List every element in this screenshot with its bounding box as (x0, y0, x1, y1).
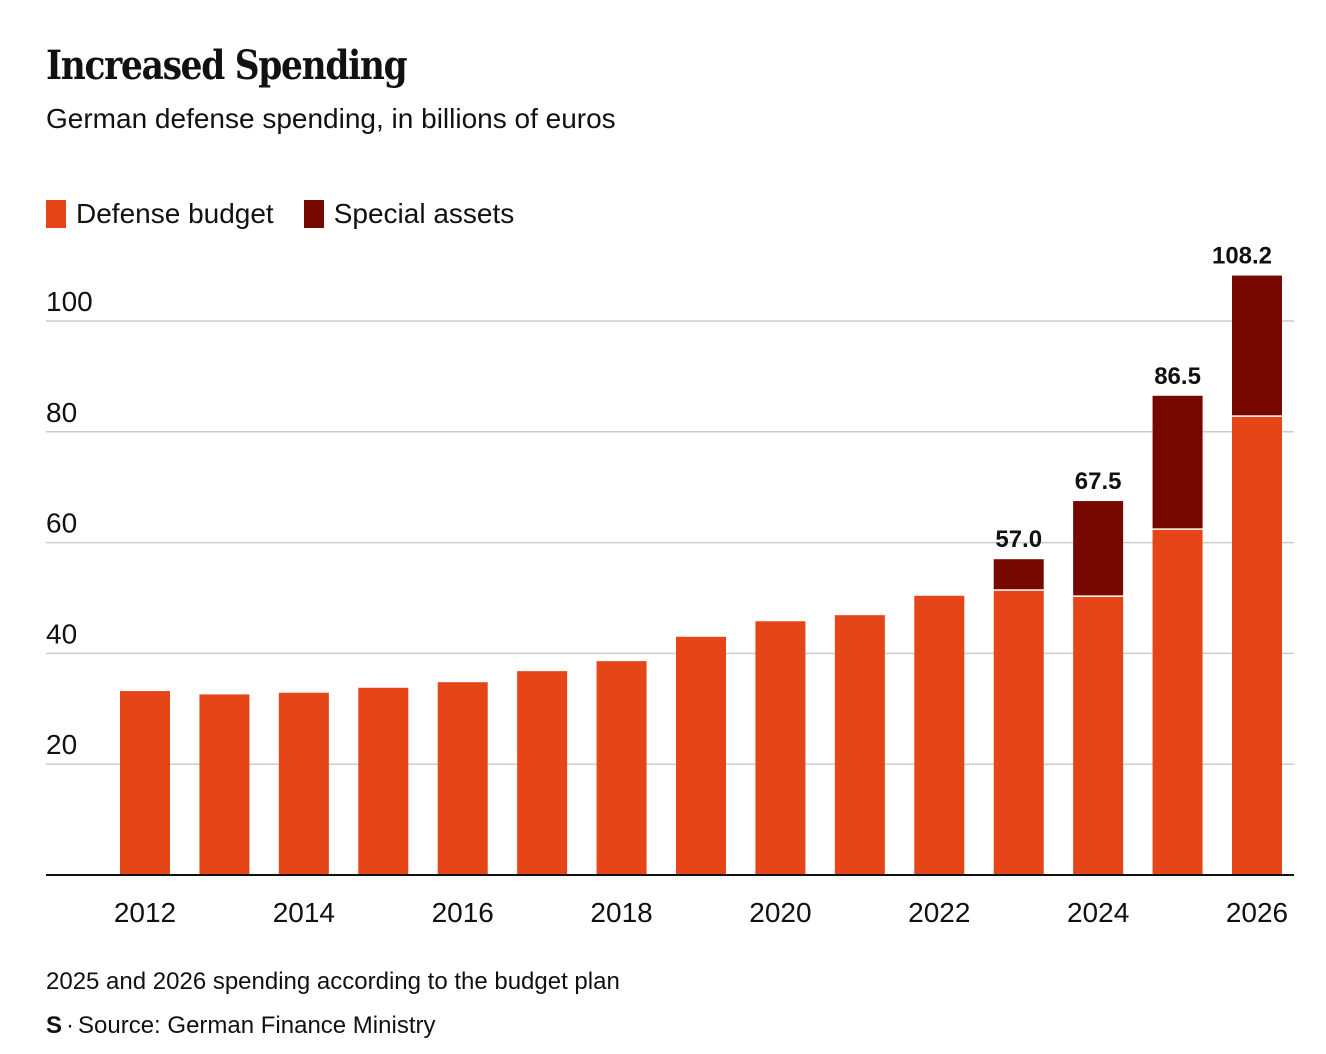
chart-subtitle: German defense spending, in billions of … (46, 103, 616, 134)
bar-defense-2014 (278, 692, 329, 875)
y-tick-label: 40 (46, 618, 77, 649)
x-tick-label: 2020 (749, 897, 811, 928)
legend-swatch-special (303, 200, 324, 228)
bar-defense-2019 (676, 636, 726, 875)
bar-defense-2025 (1152, 529, 1203, 875)
legend-label-defense: Defense budget (76, 198, 274, 229)
bar-special-2025 (1152, 395, 1203, 529)
legend-label-special: Special assets (333, 198, 515, 229)
bar-defense-2020 (755, 621, 806, 875)
x-tick-label: 2014 (273, 897, 335, 928)
source-text: Source: German Finance Ministry (78, 1012, 436, 1039)
bar-defense-2017 (517, 671, 568, 875)
legend-swatch-defense (46, 200, 66, 228)
x-tick-label: 2022 (908, 897, 970, 928)
footnote: 2025 and 2026 spending according to the … (46, 968, 620, 995)
legend-item-special: Special assets (303, 198, 515, 230)
source-line: S · Source: German Finance Ministry (46, 1012, 435, 1040)
y-tick-label: 20 (46, 729, 77, 760)
bar-defense-2026 (1232, 416, 1282, 875)
y-tick-label: 60 (46, 508, 77, 539)
bar-defense-2015 (358, 687, 409, 875)
total-label-2024: 67.5 (1075, 468, 1122, 495)
bar-special-2023 (993, 559, 1044, 590)
bar-defense-2018 (596, 661, 647, 875)
x-tick-label: 2016 (432, 897, 494, 928)
bar-special-2024 (1073, 501, 1124, 596)
bar-defense-2012 (120, 691, 170, 875)
bar-defense-2016 (437, 682, 488, 875)
chart-title: Increased Spending (46, 42, 408, 89)
publisher-logo: S (46, 1012, 63, 1039)
logo-dot: · (66, 1012, 75, 1039)
bar-defense-2024 (1073, 596, 1124, 875)
legend-item-defense: Defense budget (46, 198, 274, 230)
total-label-2023: 57.0 (995, 526, 1042, 553)
bar-defense-2022 (914, 595, 965, 875)
bar-defense-2023 (993, 590, 1044, 875)
total-label-2025: 86.5 (1154, 363, 1201, 390)
bar-defense-2013 (199, 694, 250, 875)
legend: Defense budget Special assets (46, 198, 514, 230)
bar-defense-2021 (834, 615, 885, 875)
x-tick-label: 2018 (590, 897, 652, 928)
x-tick-label: 2012 (114, 897, 176, 928)
total-label-2026: 108.2 (1212, 243, 1272, 270)
y-tick-label: 100 (46, 286, 93, 317)
bar-special-2026 (1232, 275, 1282, 416)
x-tick-label: 2026 (1226, 897, 1288, 928)
y-tick-label: 80 (46, 397, 77, 428)
x-tick-label: 2024 (1067, 897, 1129, 928)
